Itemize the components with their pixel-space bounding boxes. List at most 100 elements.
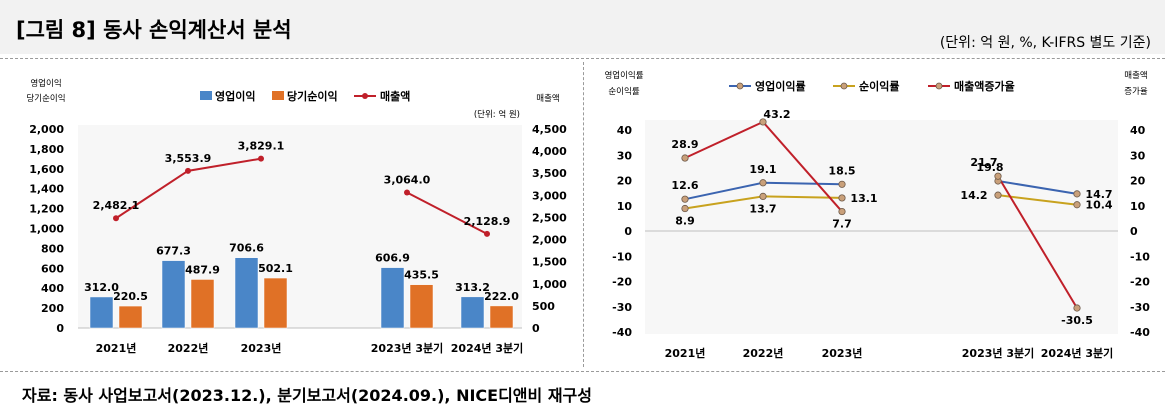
data-label: 12.6 [671, 179, 698, 192]
unit-label: (단위: 억 원) [474, 109, 520, 120]
legend-label: 영업이익 [215, 89, 255, 103]
x-tick-label: 2023년 3분기 [371, 341, 443, 355]
y-tick-right: -30 [1130, 301, 1150, 314]
revenue-point [484, 230, 490, 237]
y-axis-title-left: 영업이익 [30, 78, 61, 89]
data-label: 312.0 [84, 281, 119, 294]
y-tick-right: 3,500 [532, 167, 567, 180]
y-tick-left: -20 [612, 276, 632, 289]
divider-bottom [0, 371, 1165, 372]
revenue-point [113, 215, 119, 222]
data-label: 435.5 [404, 269, 439, 282]
revenue-point [258, 155, 264, 162]
net-margin-point [681, 204, 689, 213]
op-margin-point [759, 179, 767, 187]
x-tick-label: 2021년 [96, 341, 137, 355]
y-tick-right: 20 [1130, 175, 1146, 188]
net-margin-point [759, 192, 767, 201]
x-tick-label: 2024년 3분기 [451, 341, 523, 355]
y-tick-left: 600 [41, 262, 64, 275]
data-label: 2,482.1 [93, 199, 140, 212]
legend-label: 순이익률 [859, 79, 899, 93]
revenue-point [185, 167, 191, 174]
data-label: 502.1 [258, 262, 293, 275]
y-tick-left: 20 [617, 175, 633, 188]
x-tick-label: 2024년 3분기 [1041, 346, 1113, 360]
legend-swatch-marker [840, 82, 848, 90]
y-axis-title-left: 영업이익률 [604, 70, 643, 81]
y-tick-left: 2,000 [29, 123, 64, 136]
revenue-growth-point [838, 207, 846, 216]
data-label: 606.9 [375, 252, 410, 265]
y-tick-left: 1,200 [29, 203, 64, 216]
data-label: 8.9 [675, 215, 695, 228]
legend-swatch-revenue-marker [362, 93, 368, 99]
x-tick-label: 2022년 [743, 346, 784, 360]
revenue-growth-point [759, 118, 767, 126]
y-tick-right: 0 [1130, 225, 1138, 238]
x-tick-label: 2023년 [241, 341, 282, 355]
y-tick-left: -10 [612, 250, 632, 263]
y-tick-right: 30 [1130, 149, 1146, 162]
plot-area [645, 120, 1118, 334]
bar-operating-income [380, 267, 405, 329]
op-margin-point [681, 195, 689, 203]
y-tick-right: -40 [1130, 326, 1150, 339]
y-tick-right: 500 [532, 300, 555, 313]
y-tick-left: -30 [612, 301, 632, 314]
data-label: 2,128.9 [464, 215, 511, 228]
legend-swatch-operating-income [200, 91, 212, 100]
y-tick-left: -40 [612, 326, 632, 339]
revenue-growth-point [681, 154, 689, 162]
y-axis-title-right: 매출액 [536, 93, 559, 104]
bar-operating-income [89, 296, 114, 329]
y-tick-left: 1,600 [29, 163, 64, 176]
divider-top [0, 58, 1165, 59]
y-tick-right: 3,000 [532, 189, 567, 202]
revenue-growth-point [1073, 304, 1081, 312]
divider-middle [583, 62, 584, 367]
legend-swatch-net-income [272, 91, 284, 100]
y-tick-right: 4,500 [532, 123, 567, 136]
y-tick-left: 400 [41, 282, 64, 295]
data-label: 14.7 [1085, 188, 1112, 201]
data-label: 28.9 [671, 138, 698, 151]
data-label: 7.7 [832, 218, 852, 231]
data-label: 313.2 [455, 281, 490, 294]
y-tick-right: 2,000 [532, 234, 567, 247]
y-tick-right: 0 [532, 322, 540, 335]
y-tick-right: -20 [1130, 276, 1150, 289]
data-label: 10.4 [1085, 199, 1112, 212]
data-label: 13.1 [850, 192, 877, 205]
data-label: 18.5 [828, 164, 855, 177]
data-label: 222.0 [484, 290, 519, 303]
y-tick-left: 30 [617, 149, 633, 162]
plot-area [78, 125, 522, 328]
y-tick-right: 1,000 [532, 278, 567, 291]
bar-net-income [489, 305, 514, 329]
data-label: 19.8 [976, 161, 1003, 174]
data-label: 13.7 [749, 202, 776, 215]
data-label: 706.6 [229, 242, 264, 255]
y-axis-title-right: 증가율 [1124, 87, 1148, 97]
data-label: 677.3 [156, 245, 191, 258]
y-tick-left: 800 [41, 242, 64, 255]
op-margin-point [838, 180, 846, 188]
legend-label: 당기순이익 [287, 89, 338, 103]
y-axis-title-left: 당기순이익 [26, 93, 65, 104]
revenue-growth-point [994, 172, 1002, 180]
y-tick-right: 10 [1130, 200, 1146, 213]
y-tick-right: 4,000 [532, 145, 567, 158]
x-tick-label: 2021년 [665, 346, 706, 360]
data-label: 14.2 [960, 189, 987, 202]
data-label: 21.7 [970, 156, 997, 169]
data-label: -30.5 [1061, 314, 1093, 327]
x-tick-label: 2022년 [168, 341, 209, 355]
source-note: 자료: 동사 사업보고서(2023.12.), 분기보고서(2024.09.),… [22, 386, 592, 405]
y-tick-left: 0 [624, 225, 632, 238]
data-label: 3,829.1 [238, 140, 285, 153]
y-tick-left: 1,000 [29, 223, 64, 236]
legend-label: 영업이익률 [755, 79, 806, 93]
bar-net-income [409, 284, 434, 329]
